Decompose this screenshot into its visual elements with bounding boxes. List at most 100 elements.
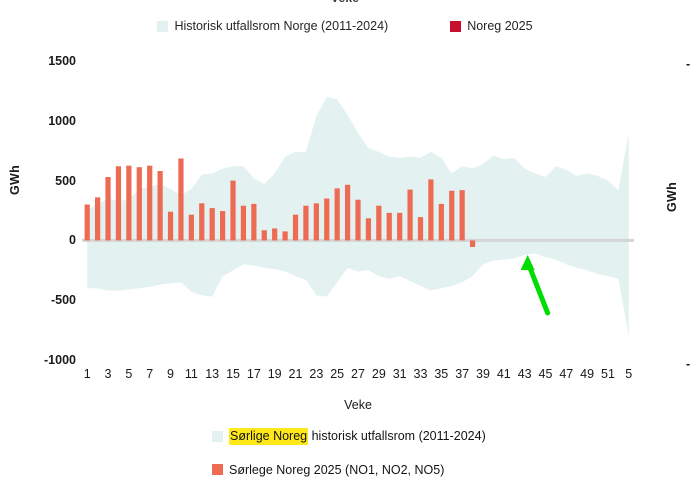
bar-week-16[interactable] <box>240 205 247 241</box>
x-tick-week-11: 11 <box>184 367 198 381</box>
x-tick-week-49: 49 <box>580 367 595 381</box>
bar-week-35[interactable] <box>438 203 444 241</box>
y-tick-1: 1000 <box>48 113 76 128</box>
x-axis-label: Veke <box>344 398 372 412</box>
legend-item-noreg-2025[interactable]: Noreg 2025 <box>450 19 533 33</box>
legend-item-historisk-norge[interactable]: Historisk utfallsrom Norge (2011-2024) <box>157 20 388 33</box>
x-tick-week-33: 33 <box>413 367 428 381</box>
bar-week-5[interactable] <box>126 165 132 241</box>
x-tick-week-23: 23 <box>309 367 324 381</box>
bar-week-24[interactable] <box>324 198 330 241</box>
bar-week-27[interactable] <box>355 199 361 241</box>
y-tick-0: 1500 <box>48 54 76 68</box>
legend-item-sorlige-historisk[interactable]: Sørlige Noreg historisk utfallsrom (2011… <box>0 428 690 445</box>
x-tick-week-25: 25 <box>330 367 345 381</box>
x-tick-week-21: 21 <box>288 367 303 381</box>
bar-week-26[interactable] <box>344 184 351 241</box>
x-tick-week-5: 5 <box>625 367 633 381</box>
x-tick-week-17: 17 <box>246 367 261 381</box>
legend-label-highlight: Sørlige Noreg <box>229 428 309 445</box>
x-tick-week-7: 7 <box>146 367 154 381</box>
legend-top: Historisk utfallsrom Norge (2011-2024) N… <box>0 20 690 33</box>
bar-week-12[interactable] <box>199 203 205 241</box>
bar-week-30[interactable] <box>386 212 392 241</box>
bar-week-22[interactable] <box>303 205 309 241</box>
bar-week-20[interactable] <box>282 231 288 241</box>
x-tick-week-41: 41 <box>496 367 511 381</box>
x-tick-week-27: 27 <box>351 367 365 381</box>
x-tick-week-5: 5 <box>125 367 133 381</box>
legend-label-historisk-norge: Historisk utfallsrom Norge (2011-2024) <box>174 19 389 33</box>
x-tick-week-13: 13 <box>205 367 220 381</box>
y-tick-5: -1000 <box>44 353 76 367</box>
x-tick-week-37: 37 <box>455 367 470 381</box>
x-axis-ticks: 1 3 5 7 9 11 13 15 17 19 21 23 25 27 29 31 33 35 37 39 41 43 4… <box>82 368 634 384</box>
chart-canvas <box>82 96 634 337</box>
clipped-top-title: Veke <box>0 0 690 5</box>
bar-week-15[interactable] <box>230 180 236 241</box>
legend-label-sorlege-2025: Sørlege Noreg 2025 (NO1, NO2, NO5) <box>229 462 445 477</box>
bar-week-19[interactable] <box>272 228 278 241</box>
bar-week-34[interactable] <box>428 179 434 241</box>
right-axis-tick-top: - <box>686 57 690 71</box>
bar-week-36[interactable] <box>449 190 455 241</box>
x-tick-week-15: 15 <box>226 367 240 381</box>
bar-week-11[interactable] <box>188 214 194 241</box>
legend-swatch-sorlege-2025 <box>212 464 223 476</box>
x-tick-week-9: 9 <box>167 367 174 381</box>
x-tick-week-43: 43 <box>517 367 532 381</box>
x-tick-week-35: 35 <box>434 367 449 381</box>
bar-week-29[interactable] <box>376 205 382 241</box>
y-tick-2: 500 <box>55 173 76 188</box>
bar-week-9[interactable] <box>167 211 174 241</box>
legend-label-noreg-2025: Noreg 2025 <box>467 19 533 33</box>
bar-week-3[interactable] <box>105 177 111 241</box>
bar-week-7[interactable] <box>147 165 153 241</box>
x-tick-week-29: 29 <box>371 367 386 381</box>
plot-area <box>82 55 634 365</box>
bar-week-17[interactable] <box>251 203 257 241</box>
bar-week-1[interactable] <box>84 204 90 241</box>
x-tick-week-19: 19 <box>267 367 282 381</box>
bar-week-21[interactable] <box>292 214 299 241</box>
x-tick-week-51: 51 <box>601 367 615 381</box>
bar-week-13[interactable] <box>209 208 215 241</box>
bar-week-37[interactable] <box>459 190 465 241</box>
x-tick-week-1: 1 <box>83 367 91 381</box>
bar-week-18[interactable] <box>261 230 267 241</box>
bar-week-25[interactable] <box>334 188 340 241</box>
bar-week-23[interactable] <box>313 203 319 241</box>
legend-label-rest: historisk utfallsrom (2011-2024) <box>308 429 486 443</box>
bar-week-8[interactable] <box>157 171 163 241</box>
y-tick-3: 0 <box>69 233 76 248</box>
legend-swatch-noreg-2025 <box>450 20 462 32</box>
bar-week-6[interactable] <box>136 167 142 241</box>
arrow-shaft-icon <box>527 264 551 316</box>
bar-week-2[interactable] <box>95 197 101 241</box>
legend-label-sorlige-historisk: Sørlige Noreg historisk utfallsrom (2011… <box>229 428 486 445</box>
x-tick-week-45: 45 <box>538 367 553 381</box>
bar-week-4[interactable] <box>115 166 122 241</box>
bar-week-33[interactable] <box>417 217 424 241</box>
bar-week-14[interactable] <box>220 211 226 241</box>
bar-week-10[interactable] <box>178 158 184 241</box>
bar-week-38[interactable] <box>469 240 476 247</box>
annotation-arrow <box>520 254 551 316</box>
right-axis-label: GWh <box>665 181 679 212</box>
y-axis-ticks: 1500 1000 500 0 -500 -1000 <box>8 0 76 500</box>
arrow-head-icon <box>520 254 535 270</box>
legend-bottom: Sørlige Noreg historisk utfallsrom (2011… <box>0 428 690 477</box>
y-tick-4: -500 <box>50 293 76 308</box>
right-axis-tick-bottom: - <box>686 357 690 371</box>
legend-swatch-historisk-norge <box>157 20 169 32</box>
bar-week-31[interactable] <box>397 212 403 241</box>
x-tick-week-39: 39 <box>476 367 490 381</box>
legend-item-sorlege-2025[interactable]: Sørlege Noreg 2025 (NO1, NO2, NO5) <box>0 462 690 477</box>
legend-swatch-sorlige-historisk <box>212 430 223 442</box>
bar-week-28[interactable] <box>365 218 372 241</box>
x-tick-week-3: 3 <box>104 367 112 381</box>
x-tick-week-31: 31 <box>392 367 407 381</box>
bar-week-32[interactable] <box>407 189 413 241</box>
x-tick-week-47: 47 <box>559 367 574 381</box>
